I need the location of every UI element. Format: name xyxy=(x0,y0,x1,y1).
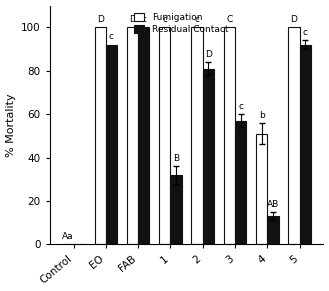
Bar xyxy=(159,27,170,244)
Bar xyxy=(267,216,279,244)
Bar xyxy=(94,27,106,244)
Text: Aa: Aa xyxy=(62,232,74,241)
Bar xyxy=(289,27,300,244)
Bar xyxy=(191,27,203,244)
Bar xyxy=(106,45,117,244)
Text: D: D xyxy=(129,15,136,24)
Text: D: D xyxy=(291,15,297,24)
Text: c: c xyxy=(162,15,167,24)
Text: C: C xyxy=(226,15,233,24)
Y-axis label: % Mortality: % Mortality xyxy=(6,93,15,157)
Bar xyxy=(138,27,149,244)
Bar xyxy=(203,68,214,244)
Bar xyxy=(235,120,246,244)
Text: D: D xyxy=(97,15,104,24)
Text: AB: AB xyxy=(267,200,279,209)
Bar xyxy=(170,175,182,244)
Text: b: b xyxy=(259,111,265,120)
Bar xyxy=(300,45,311,244)
Text: c: c xyxy=(238,102,243,111)
Bar xyxy=(256,134,267,244)
Bar xyxy=(224,27,235,244)
Text: B: B xyxy=(173,154,179,163)
Text: c: c xyxy=(303,28,308,37)
Bar xyxy=(127,27,138,244)
Text: c: c xyxy=(195,15,200,24)
Legend: Fumigation, Residual Contact: Fumigation, Residual Contact xyxy=(131,10,231,36)
Text: c: c xyxy=(141,15,146,24)
Text: c: c xyxy=(109,32,114,41)
Text: D: D xyxy=(205,50,212,59)
